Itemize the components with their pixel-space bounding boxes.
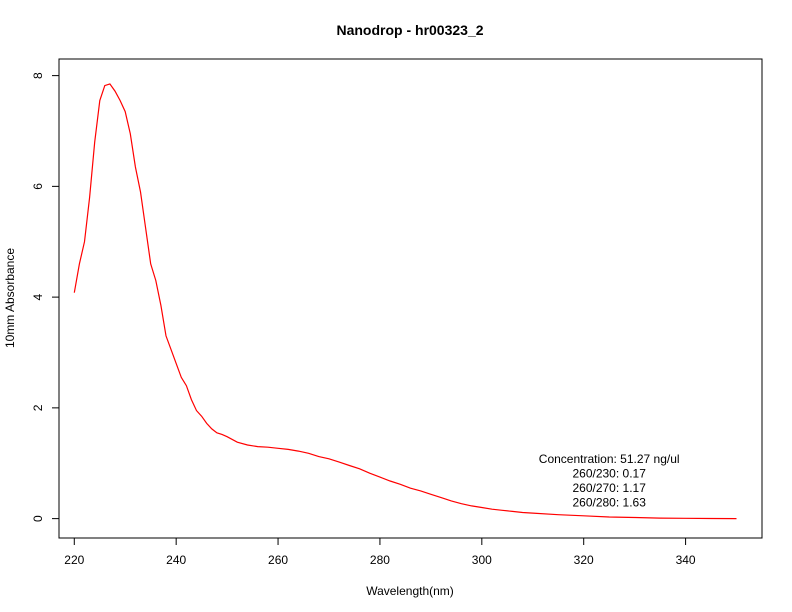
annotation-line: 260/230: 0.17 — [572, 467, 646, 481]
y-axis-label: 10mm Absorbance — [3, 248, 17, 348]
x-tick-label: 280 — [370, 553, 390, 567]
chart-title: Nanodrop - hr00323_2 — [336, 22, 483, 38]
annotation-line: Concentration: 51.27 ng/ul — [539, 452, 680, 466]
x-tick-label: 320 — [574, 553, 594, 567]
series-layer — [73, 83, 737, 520]
x-tick-label: 340 — [676, 553, 696, 567]
annotation-line: 260/270: 1.17 — [572, 481, 646, 495]
y-tick-label: 2 — [31, 404, 45, 411]
y-tick-label: 6 — [31, 183, 45, 190]
y-tick-label: 0 — [31, 515, 45, 522]
y-tick-label: 8 — [31, 72, 45, 79]
x-axis-label: Wavelength(nm) — [366, 584, 454, 598]
x-tick-label: 220 — [64, 553, 84, 567]
x-axis: 220 240 260 280 300 320 340 — [64, 538, 696, 567]
absorbance-series-line — [73, 83, 737, 520]
plot-frame — [58, 58, 763, 539]
x-tick-label: 240 — [166, 553, 186, 567]
y-axis: 0 2 4 6 8 — [31, 72, 59, 522]
annotation-line: 260/280: 1.63 — [572, 496, 646, 510]
x-tick-label: 300 — [472, 553, 492, 567]
x-tick-label: 260 — [268, 553, 288, 567]
y-tick-label: 4 — [31, 293, 45, 300]
